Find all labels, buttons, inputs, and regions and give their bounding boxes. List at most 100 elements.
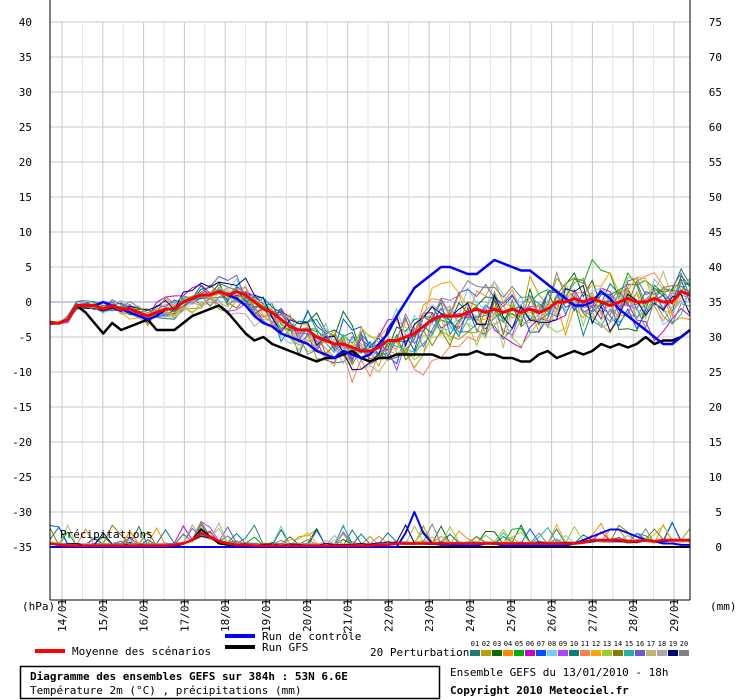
perturbation-legend-swatch [613, 650, 623, 656]
perturbation-legend-id: 03 [493, 640, 501, 648]
legend-gfs-label: Run GFS [262, 641, 308, 654]
perturbation-legend-id: 02 [482, 640, 490, 648]
footer-run: Ensemble GEFS du 13/01/2010 - 18h [450, 666, 669, 679]
y-tick-label: 0 [25, 296, 32, 309]
perturbation-legend-swatch [492, 650, 502, 656]
y2-tick-label: 20 [709, 401, 722, 414]
y2-tick-label: 40 [709, 261, 722, 274]
perturbation-legend-swatch [558, 650, 568, 656]
series-temp-line [50, 258, 691, 360]
perturbation-temp-line [49, 269, 691, 373]
x-tick-label: 26/01 [546, 599, 559, 632]
perturbation-legend-swatch [646, 650, 656, 656]
perturbation-legend-id: 05 [515, 640, 523, 648]
perturbation-legend-swatch [514, 650, 524, 656]
x-tick-label: 18/01 [219, 599, 232, 632]
x-tick-label: 20/01 [301, 599, 314, 632]
x-tick-label: 24/01 [464, 599, 477, 632]
y2-tick-label: 75 [709, 16, 722, 29]
perturbation-legend-id: 01 [471, 640, 479, 648]
y-tick-label: -30 [12, 506, 32, 519]
y-tick-label: -20 [12, 436, 32, 449]
perturbation-legend-id: 13 [603, 640, 611, 648]
y-tick-label: 40 [19, 16, 32, 29]
perturbation-legend-id: 12 [592, 640, 600, 648]
perturbation-legend-swatch [525, 650, 535, 656]
footer-title: Diagramme des ensembles GEFS sur 384h : … [30, 670, 348, 683]
perturbation-legend-id: 18 [658, 640, 666, 648]
perturbation-legend-id: 15 [625, 640, 633, 648]
precip-label: Précipitations [60, 528, 153, 541]
x-tick-label: 22/01 [382, 599, 395, 632]
y-tick-label: -35 [12, 541, 32, 554]
right-unit-label: (mm) [710, 600, 737, 613]
x-tick-label: 15/01 [97, 599, 110, 632]
perturbation-legend-id: 17 [647, 640, 655, 648]
perturbation-legend-swatch [591, 650, 601, 656]
perturbation-legend-id: 11 [581, 640, 589, 648]
y-tick-label: -5 [19, 331, 32, 344]
perturbation-legend-swatch [679, 650, 689, 656]
y2-tick-label: 15 [709, 436, 722, 449]
y-tick-label: 10 [19, 226, 32, 239]
y2-tick-label: 0 [715, 541, 722, 554]
footer-box [19, 665, 441, 700]
y2-tick-label: 10 [709, 471, 722, 484]
perturbation-temp-line [49, 278, 691, 370]
perturbation-legend-id: 09 [559, 640, 567, 648]
y2-tick-label: 45 [709, 226, 722, 239]
perturbation-legend-id: 06 [526, 640, 534, 648]
y-tick-label: 25 [19, 121, 32, 134]
perturbation-legend-swatch [580, 650, 590, 656]
x-tick-label: 28/01 [627, 599, 640, 632]
perturbation-legend-swatch [624, 650, 634, 656]
y2-tick-label: 35 [709, 296, 722, 309]
perturbation-legend-id: 14 [614, 640, 622, 648]
y2-tick-label: 25 [709, 366, 722, 379]
x-tick-label: 19/01 [260, 599, 273, 632]
perturbation-legend-id: 08 [548, 640, 556, 648]
y2-tick-label: 70 [709, 51, 722, 64]
y-tick-label: 15 [19, 191, 32, 204]
perturbation-legend-swatch [503, 650, 513, 656]
left-unit-label: (hPa) [22, 600, 55, 613]
y2-tick-label: 60 [709, 121, 722, 134]
y-tick-label: 20 [19, 156, 32, 169]
footer-subtitle: Température 2m (°C) , précipitations (mm… [30, 684, 302, 697]
legend-perturbations-label: 20 Perturbations [370, 646, 476, 659]
perturbation-legend-swatch [569, 650, 579, 656]
perturbation-legend-id: 20 [680, 640, 688, 648]
x-tick-label: 21/01 [342, 599, 355, 632]
perturbation-legend-swatch [602, 650, 612, 656]
y-tick-label: 30 [19, 86, 32, 99]
series-precip-line [49, 531, 690, 547]
y2-tick-label: 55 [709, 156, 722, 169]
x-tick-label: 14/01 [56, 599, 69, 632]
perturbation-legend-swatch [657, 650, 667, 656]
x-tick-label: 17/01 [178, 599, 191, 632]
legend-control-label: Run de contrôle [262, 630, 361, 643]
x-tick-label: 27/01 [586, 599, 599, 632]
y-tick-label: 5 [25, 261, 32, 274]
x-tick-label: 29/01 [668, 599, 681, 632]
perturbation-legend-id: 19 [669, 640, 677, 648]
legend-mean-label: Moyenne des scénarios [72, 645, 211, 658]
y2-tick-label: 30 [709, 331, 722, 344]
y-tick-label: -10 [12, 366, 32, 379]
y2-tick-label: 65 [709, 86, 722, 99]
series-temp-line [50, 290, 691, 353]
perturbation-legend-swatch [547, 650, 557, 656]
series-temp-line [50, 304, 691, 363]
perturbation-legend-id: 10 [570, 640, 578, 648]
x-tick-label: 16/01 [138, 599, 151, 632]
perturbation-legend-swatch [481, 650, 491, 656]
perturbation-legend-swatch [470, 650, 480, 656]
perturbation-legend: 01 02 03 04 05 06 07 08 09 10 11 12 13 14 15 16 17 18 19 20 [470, 640, 689, 656]
x-tick-label: 23/01 [423, 599, 436, 632]
perturbation-legend-swatch [635, 650, 645, 656]
perturbation-legend-swatch [668, 650, 678, 656]
main-series [49, 258, 691, 548]
perturbation-temp-line [49, 279, 691, 365]
